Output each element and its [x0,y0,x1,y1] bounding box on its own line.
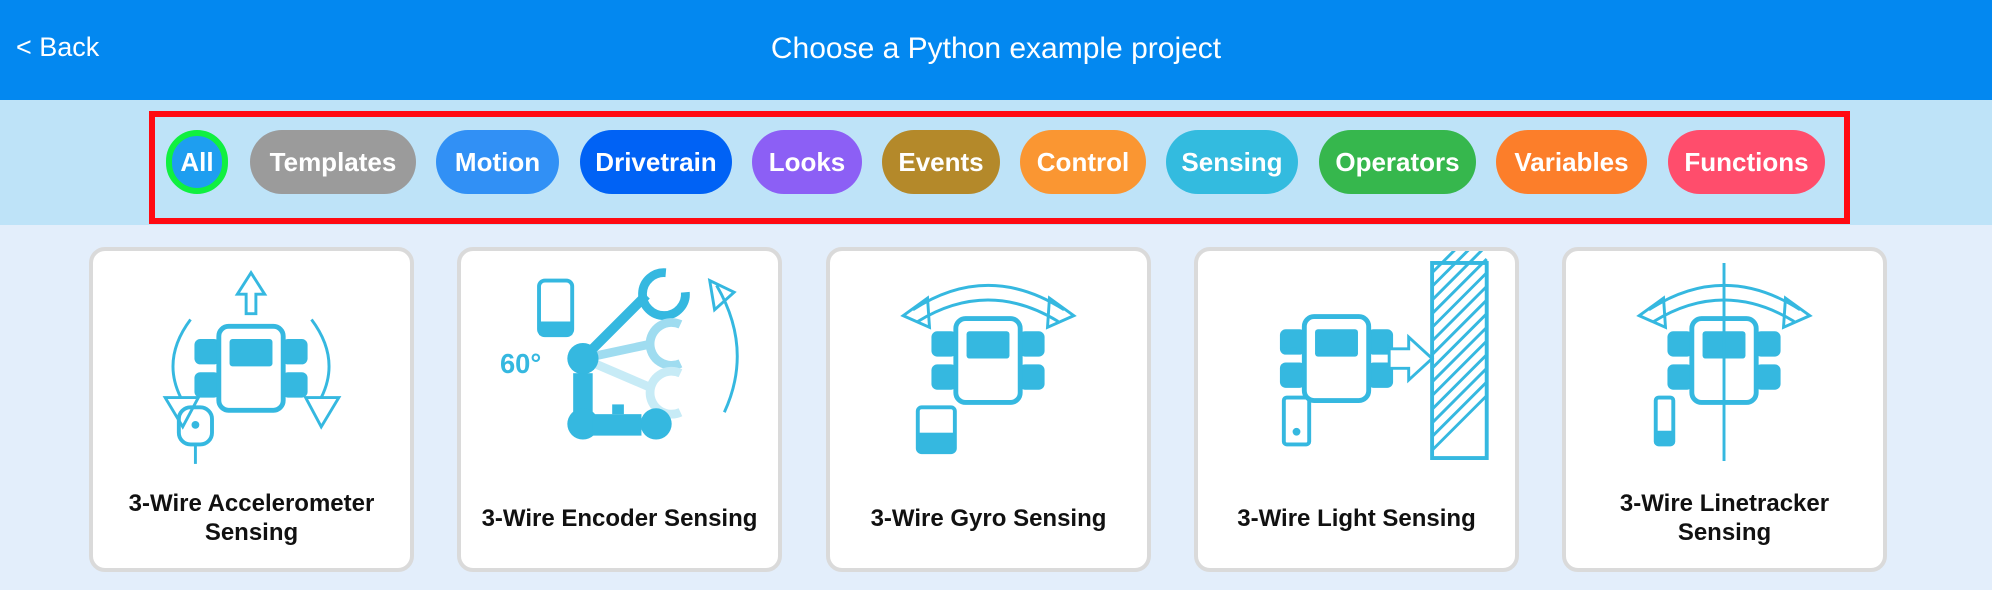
filter-templates[interactable]: Templates [250,130,416,194]
filter-all[interactable]: All [166,130,228,194]
filter-drivetrain[interactable]: Drivetrain [580,130,732,194]
project-card[interactable]: 60° 3-Wire Encoder Sensing [457,247,782,572]
project-card[interactable]: 3-Wire Linetracker Sensing [1562,247,1887,572]
project-title: 3-Wire Accelerometer Sensing [128,490,375,546]
project-title: 3-Wire Linetracker Sensing [1619,490,1830,546]
robot-body [931,316,1045,405]
filter-events[interactable]: Events [882,130,1000,194]
accelerometer-robot-icon [162,270,342,464]
project-card[interactable]: 3-Wire Gyro Sensing [826,247,1151,572]
highlight-box [149,111,1850,224]
filter-variables[interactable]: Variables [1496,130,1647,194]
encoder-arm-icon: 60° [500,268,739,440]
filter-operators[interactable]: Operators [1319,130,1476,194]
header-bar: < Back Choose a Python example project [0,0,1992,100]
filter-sensing[interactable]: Sensing [1166,130,1298,194]
filter-motion[interactable]: Motion [436,130,559,194]
robot-body [194,323,308,413]
project-title: 3-Wire Encoder Sensing [481,504,758,532]
light-sensor-robot-icon [1279,251,1489,461]
filter-looks[interactable]: Looks [752,130,862,194]
project-title: 3-Wire Light Sensing [1237,504,1476,532]
project-title: 3-Wire Gyro Sensing [870,504,1107,532]
linetracker-robot-icon [1636,262,1813,461]
filter-control[interactable]: Control [1020,130,1146,194]
svg-text:60°: 60° [500,348,541,379]
project-card[interactable]: 3-Wire Light Sensing [1194,247,1519,572]
robot-body [1279,314,1394,403]
gyro-robot-icon [900,283,1077,455]
back-button[interactable]: < Back [16,32,100,62]
filter-functions[interactable]: Functions [1668,130,1825,194]
project-card[interactable]: 3-Wire Accelerometer Sensing [89,247,414,572]
page-title: Choose a Python example project [770,32,1222,65]
